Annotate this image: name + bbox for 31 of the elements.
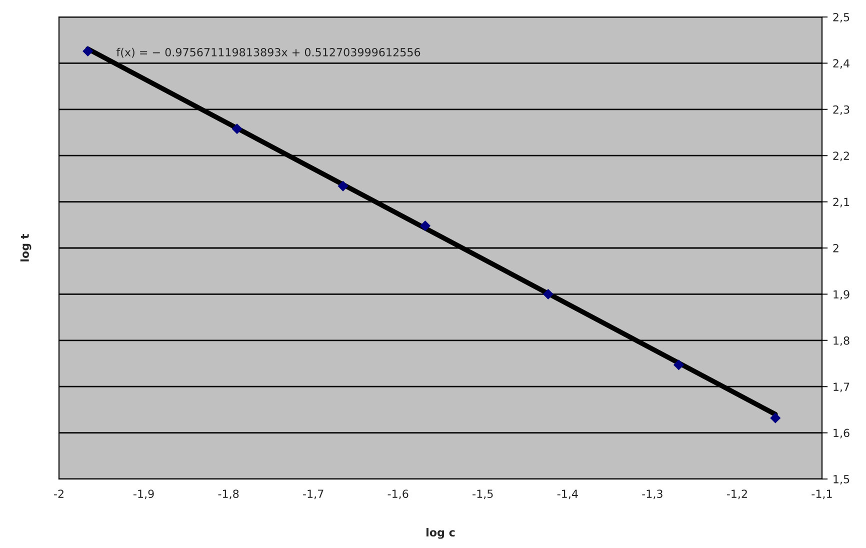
x-tick-label: -1,1 (812, 490, 832, 500)
x-tick-label: -1,7 (303, 490, 324, 500)
y-tick-label: 1,7 (834, 382, 850, 392)
point (674, 360, 684, 370)
x-tick-label: -2 (54, 490, 64, 498)
annotation: f(x) = − 0.975671119813893x + 0.512703999612556 (116, 48, 420, 58)
point (338, 180, 348, 192)
y-tick-label: 1,5 (834, 475, 850, 485)
point (420, 220, 430, 232)
x-tick-label: -1,6 (388, 490, 408, 500)
y-tick-label: 1,9 (834, 290, 850, 300)
point (82, 46, 94, 56)
point (232, 124, 242, 134)
point (542, 289, 554, 300)
y-tick-label: 1,8 (834, 336, 850, 346)
y-tick-label: 2,2 (833, 152, 849, 162)
x-tick-label: -1,5 (472, 490, 493, 500)
y-tick-label: 1,6 (834, 428, 850, 438)
x-tick-label: -1,9 (133, 490, 154, 500)
x-tick-label: -1,2 (726, 490, 747, 500)
x-tick-label: -1,4 (557, 490, 578, 500)
y-tick-label: 2 (833, 244, 838, 252)
point (770, 412, 781, 424)
y-tick-label: 2,4 (833, 59, 850, 69)
x-tick-label: -1,8 (218, 490, 239, 500)
y-tick-label: 2,1 (833, 198, 850, 208)
y-tick-label: 2,5 (833, 12, 850, 23)
y-axis-title: log t (20, 234, 32, 262)
x-tick-label: -1,3 (642, 490, 662, 500)
x-axis-title: log c (426, 528, 455, 539)
y-tick-label: 2,3 (833, 105, 850, 115)
